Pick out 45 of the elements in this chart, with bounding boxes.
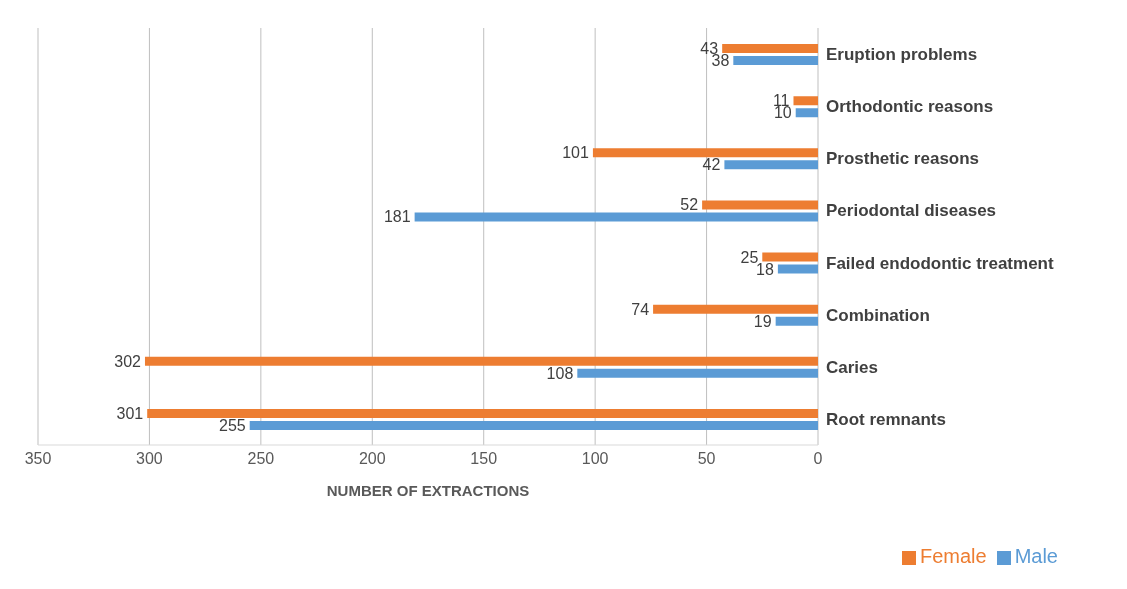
- y-tick-label: Eruption problems: [826, 45, 978, 65]
- y-tick-label: Root remnants: [826, 409, 946, 429]
- bar: [724, 160, 818, 170]
- data-label: 19: [753, 312, 772, 330]
- x-tick-label: 200: [358, 450, 386, 468]
- y-tick-label: Orthodontic reasons: [826, 97, 994, 117]
- y-tick-label: Periodontal diseases: [826, 201, 997, 221]
- bar: [722, 44, 818, 53]
- x-tick-label: 0: [813, 450, 823, 468]
- bar: [793, 96, 818, 106]
- data-label: 42: [702, 156, 721, 174]
- bar: [147, 408, 818, 418]
- bar: [249, 420, 818, 430]
- y-tick-label: Caries: [826, 357, 878, 377]
- legend-label: Female: [919, 545, 987, 567]
- x-tick-label: 100: [581, 450, 609, 468]
- data-label: 301: [116, 404, 144, 422]
- data-label: 52: [680, 196, 699, 214]
- data-label: 74: [631, 300, 650, 318]
- bar: [144, 356, 818, 366]
- x-tick-label: 250: [247, 450, 275, 468]
- y-tick-label: Prosthetic reasons: [826, 149, 980, 169]
- data-label: 181: [383, 208, 411, 226]
- bar: [777, 264, 818, 274]
- x-tick-label: 50: [697, 450, 716, 468]
- x-tick-label: 300: [136, 450, 163, 468]
- x-axis-title: NUMBER OF EXTRACTIONS: [326, 481, 530, 499]
- data-label: 302: [114, 352, 142, 370]
- x-tick-label: 350: [24, 450, 52, 468]
- y-tick-label: Failed endodontic treatment: [826, 253, 1054, 273]
- bar: [762, 252, 818, 262]
- data-label: 101: [562, 144, 590, 162]
- bar: [702, 200, 818, 210]
- data-label: 108: [546, 364, 574, 382]
- bar: [795, 108, 818, 118]
- bar: [577, 368, 818, 378]
- bar: [414, 212, 818, 222]
- x-tick-label: 150: [470, 450, 498, 468]
- legend-label: Male: [1014, 545, 1058, 567]
- bar: [592, 148, 818, 158]
- y-tick-label: Combination: [826, 305, 930, 325]
- bar: [653, 304, 818, 314]
- data-label: 255: [219, 416, 246, 434]
- bar: [775, 316, 818, 326]
- bar: [733, 56, 818, 65]
